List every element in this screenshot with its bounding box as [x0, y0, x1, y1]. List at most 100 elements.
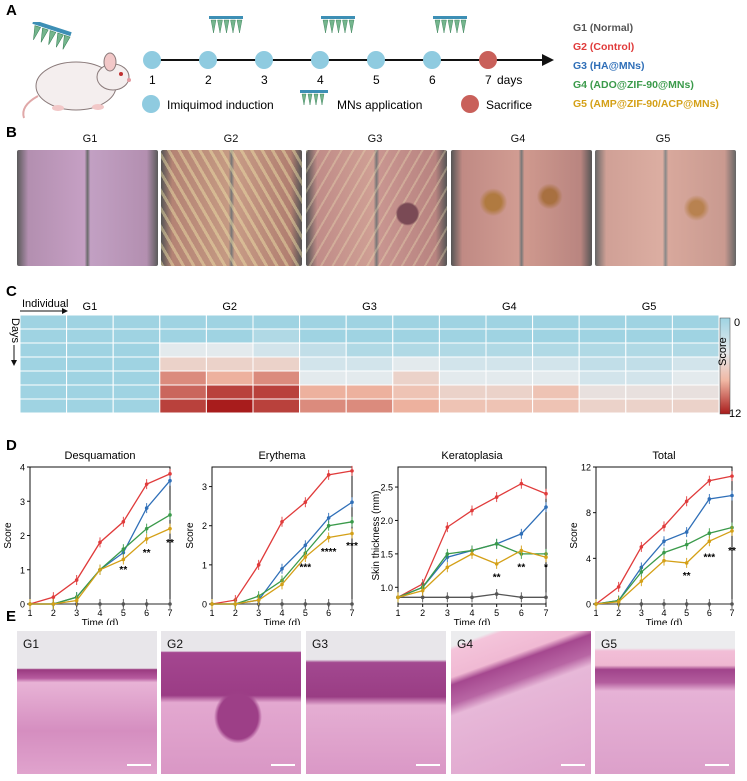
chart-title: Desquamation: [65, 450, 136, 462]
treatment-timeline: 1 2 3 4 5 6 7 days Imiquimod induction MNs app…: [142, 16, 554, 113]
colorbar-max-label: 12: [729, 408, 741, 420]
chart-frame: [29, 466, 171, 605]
data-point: [707, 478, 712, 483]
data-point: [707, 602, 712, 606]
significance-marker: ***: [703, 553, 715, 564]
chart-keratoplasia: Keratoplasia 1.0 1.5 2.0 2.5 1 2 3 4 5 6 7 Time (d) S…: [371, 450, 549, 625]
skin-photo-g5: [595, 150, 736, 266]
y-tick-label: 2.0: [380, 516, 393, 526]
scale-bar: [416, 764, 440, 766]
heatmap-cell: [159, 384, 207, 400]
panel-label-a: A: [6, 2, 17, 19]
heatmap-cell: [485, 328, 534, 344]
photo-label-g1: G1: [82, 133, 98, 145]
data-point: [519, 595, 524, 600]
x-tick-label: 7: [167, 608, 172, 618]
series-line-g4: [212, 521, 353, 605]
data-point: [639, 579, 644, 583]
y-axis-label: Score: [569, 522, 580, 549]
heatmap-cell: [625, 398, 673, 414]
mns-patch-icon: [32, 22, 72, 50]
heatmap-cell: [66, 314, 114, 330]
data-point: [544, 555, 548, 560]
heatmap-cell: [345, 328, 394, 344]
x-tick-label: 4: [279, 608, 284, 618]
data-point: [544, 505, 548, 509]
data-point: [639, 570, 644, 574]
x-tick-label: 5: [121, 608, 126, 618]
skin-photo-g2: [161, 150, 302, 266]
heatmap-cell: [19, 384, 68, 400]
data-point: [168, 526, 172, 531]
timeline-mns-icon: [433, 16, 467, 34]
heatmap-cell: [485, 356, 534, 372]
mns-legend-icon: [300, 90, 328, 106]
y-tick-label: 2.5: [380, 483, 393, 493]
photo-label-g3: G3: [367, 133, 383, 145]
heatmap-cell: [299, 356, 347, 372]
data-point: [168, 513, 172, 517]
data-point: [662, 539, 666, 544]
heatmap-cell: [671, 314, 720, 330]
heatmap-cell: [19, 398, 68, 414]
x-tick-label: 4: [661, 608, 666, 618]
data-point: [730, 602, 734, 606]
heatmap-cell: [438, 314, 487, 330]
heatmap-cell: [205, 328, 254, 344]
timeline-day-label: 7: [485, 73, 492, 87]
heatmap-cell: [66, 398, 114, 414]
timeline-day-dot: [311, 51, 329, 69]
heatmap-cell: [438, 356, 487, 372]
heatmap-cell: [66, 356, 114, 372]
x-tick-label: 6: [707, 608, 712, 618]
heatmap-cell: [66, 328, 114, 344]
x-tick-label: 1: [209, 608, 214, 618]
heatmap-cell: [66, 384, 114, 400]
heatmap-cell: [392, 384, 440, 400]
x-axis-label: Time (d): [454, 618, 491, 625]
x-tick-label: 6: [519, 608, 524, 618]
heatmap-cell: [299, 342, 347, 358]
data-point: [326, 602, 331, 606]
data-point: [519, 532, 524, 536]
data-point: [256, 598, 261, 602]
heatmap-cell: [112, 328, 161, 344]
data-point: [639, 602, 644, 606]
heatmap-cell: [205, 342, 254, 358]
x-tick-label: 1: [395, 608, 400, 618]
x-tick-label: 4: [469, 608, 474, 618]
y-tick-label: 3: [20, 497, 25, 507]
data-point: [210, 602, 214, 606]
y-tick-label: 12: [581, 463, 591, 473]
data-point: [121, 520, 126, 524]
timeline-day-dot: [423, 51, 441, 69]
chart-frame: [595, 466, 733, 605]
x-tick-label: 6: [144, 608, 149, 618]
series-line-g4: [30, 514, 171, 605]
histology-label-g5: G5: [601, 637, 618, 651]
heatmap-cell: [485, 398, 534, 414]
heatmap-cell: [392, 370, 440, 386]
data-point: [74, 578, 79, 582]
data-point: [707, 539, 712, 544]
data-point: [144, 602, 149, 606]
heatmap-cell: [671, 356, 720, 372]
data-point: [326, 535, 331, 540]
data-point: [684, 602, 689, 606]
heatmap-cell: [671, 342, 720, 358]
significance-marker: **: [166, 538, 174, 549]
significance-marker: **: [683, 571, 691, 582]
x-tick-label: 2: [616, 608, 621, 618]
x-tick-label: 1: [593, 608, 598, 618]
x-axis-label: Time (d): [82, 618, 119, 625]
score-heatmap: Individual Days G1 G2 G3 G4 G5 0 12 Score: [9, 298, 741, 420]
significance-marker: **: [143, 548, 151, 559]
timeline-day-label: 6: [429, 73, 436, 87]
data-point: [396, 595, 400, 600]
x-tick-label: 3: [445, 608, 450, 618]
data-point: [544, 491, 548, 496]
heatmap-cell: [578, 342, 627, 358]
heatmap-cell: [112, 398, 161, 414]
heatmap-cell: [438, 384, 487, 400]
